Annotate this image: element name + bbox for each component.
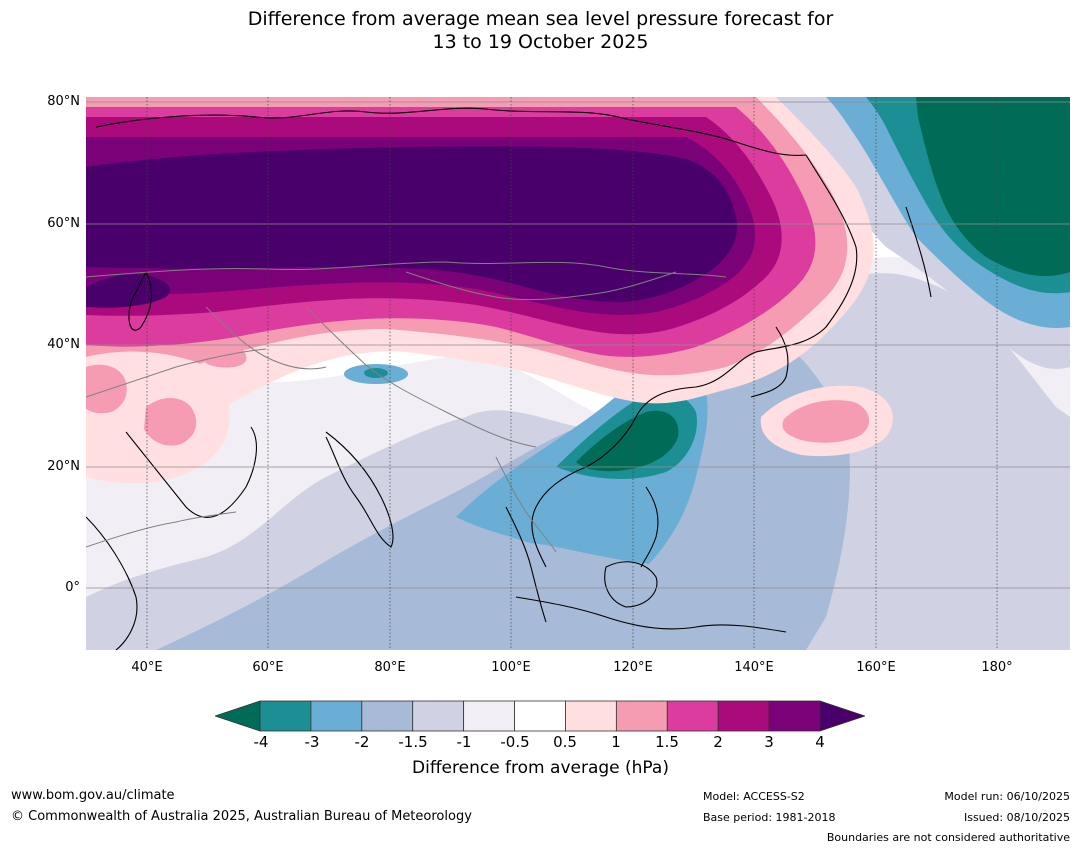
anomaly-core-npac-neg4 xyxy=(916,97,1070,277)
lon-label-40e: 40°E xyxy=(131,660,163,675)
colorbar-tick: -2 xyxy=(354,733,370,751)
coast-caspian xyxy=(128,270,152,331)
colorbar-tick: -1 xyxy=(456,733,472,751)
border-middle-east xyxy=(86,348,267,398)
lon-label-100e: 100°E xyxy=(491,660,531,675)
model-text: Model: ACCESS-S2 xyxy=(703,790,805,803)
title-line-2: 13 to 19 October 2025 xyxy=(432,31,649,53)
colorbar-bins xyxy=(259,700,821,732)
lat-label-60n: 60°N xyxy=(47,216,80,231)
issued-text: Issued: 08/10/2025 xyxy=(963,811,1070,824)
coast-japan xyxy=(750,326,789,398)
title-line-1: Difference from average mean sea level p… xyxy=(247,8,834,30)
website-link[interactable]: www.bom.gov.au/climate xyxy=(11,788,175,803)
colorbar-bin xyxy=(514,700,566,732)
boundaries-note: Boundaries are not considered authoritat… xyxy=(826,831,1070,844)
colorbar-tick: -0.5 xyxy=(500,733,530,751)
coast-africa xyxy=(86,516,138,650)
colorbar-bin xyxy=(717,700,770,732)
colorbar-under-arrow xyxy=(213,700,261,732)
pressure-anomaly-map xyxy=(86,97,1070,650)
anomaly-band-pacific-pos1 xyxy=(782,400,870,443)
colorbar-bin xyxy=(412,700,465,732)
colorbar-tick: 1 xyxy=(611,733,621,751)
colorbar-tick: -4 xyxy=(253,733,269,751)
lon-label-80e: 80°E xyxy=(374,660,406,675)
colorbar-bin xyxy=(615,700,668,732)
colorbar-tick: 4 xyxy=(815,733,825,751)
colorbar-tick: 3 xyxy=(764,733,774,751)
lat-label-40n: 40°N xyxy=(47,337,80,352)
copyright-text: © Commonwealth of Australia 2025, Austra… xyxy=(11,809,472,824)
coast-arctic xyxy=(95,107,807,156)
colorbar-tick: -3 xyxy=(304,733,320,751)
coast-kamchatka xyxy=(905,206,932,298)
colorbar xyxy=(213,700,867,732)
coastlines xyxy=(86,107,932,650)
lat-label-20n: 20°N xyxy=(47,459,80,474)
model-run-text: Model run: 06/10/2025 xyxy=(944,790,1070,803)
coast-philippines xyxy=(640,486,659,568)
lon-label-120e: 120°E xyxy=(613,660,653,675)
colorbar-tick: -1.5 xyxy=(398,733,428,751)
lon-label-180: 180° xyxy=(981,660,1013,675)
colorbar-bin xyxy=(361,700,414,732)
colorbar-over-arrow xyxy=(819,700,867,732)
colorbar-tick: 2 xyxy=(713,733,723,751)
anomaly-band-iran-pos1 xyxy=(199,342,247,368)
anomaly-core-pos4-east xyxy=(86,274,170,308)
colorbar-bin xyxy=(565,700,617,732)
border-se-asia xyxy=(495,456,557,553)
lon-label-60e: 60°E xyxy=(252,660,284,675)
colorbar-bin xyxy=(768,700,821,732)
coast-arabia xyxy=(125,426,257,518)
colorbar-svg xyxy=(213,700,867,732)
anomaly-core-neg4-china xyxy=(576,410,679,472)
lat-label-0: 0° xyxy=(65,580,80,595)
boundaries xyxy=(86,261,727,553)
graticule-meridians xyxy=(146,97,998,650)
coast-borneo xyxy=(604,561,658,608)
anomaly-band-caspian-pos1 xyxy=(86,364,127,414)
colorbar-bin xyxy=(463,700,515,732)
colorbar-bin xyxy=(310,700,363,732)
graticule xyxy=(86,101,1070,589)
lon-label-160e: 160°E xyxy=(856,660,896,675)
colorbar-label: Difference from average (hPa) xyxy=(412,758,669,778)
lat-label-80n: 80°N xyxy=(47,94,80,109)
border-mongolia xyxy=(405,271,677,301)
coast-east-asia xyxy=(531,154,858,568)
border-russia-south xyxy=(86,261,727,278)
chart-title: Difference from average mean sea level p… xyxy=(0,8,1081,54)
colorbar-bin xyxy=(666,700,719,732)
coast-indochina xyxy=(505,506,547,623)
lon-label-140e: 140°E xyxy=(734,660,774,675)
map-svg xyxy=(86,97,1070,650)
border-africa xyxy=(86,511,237,548)
colorbar-tick: 0.5 xyxy=(553,733,577,751)
colorbar-tick: 1.5 xyxy=(655,733,679,751)
anomaly-band-arabia-pos1 xyxy=(144,398,197,446)
base-period-text: Base period: 1981-2018 xyxy=(703,811,836,824)
colorbar-bin xyxy=(259,700,312,732)
border-china-west xyxy=(305,306,537,448)
coast-indonesia xyxy=(515,596,787,633)
border-central-asia xyxy=(205,306,327,370)
